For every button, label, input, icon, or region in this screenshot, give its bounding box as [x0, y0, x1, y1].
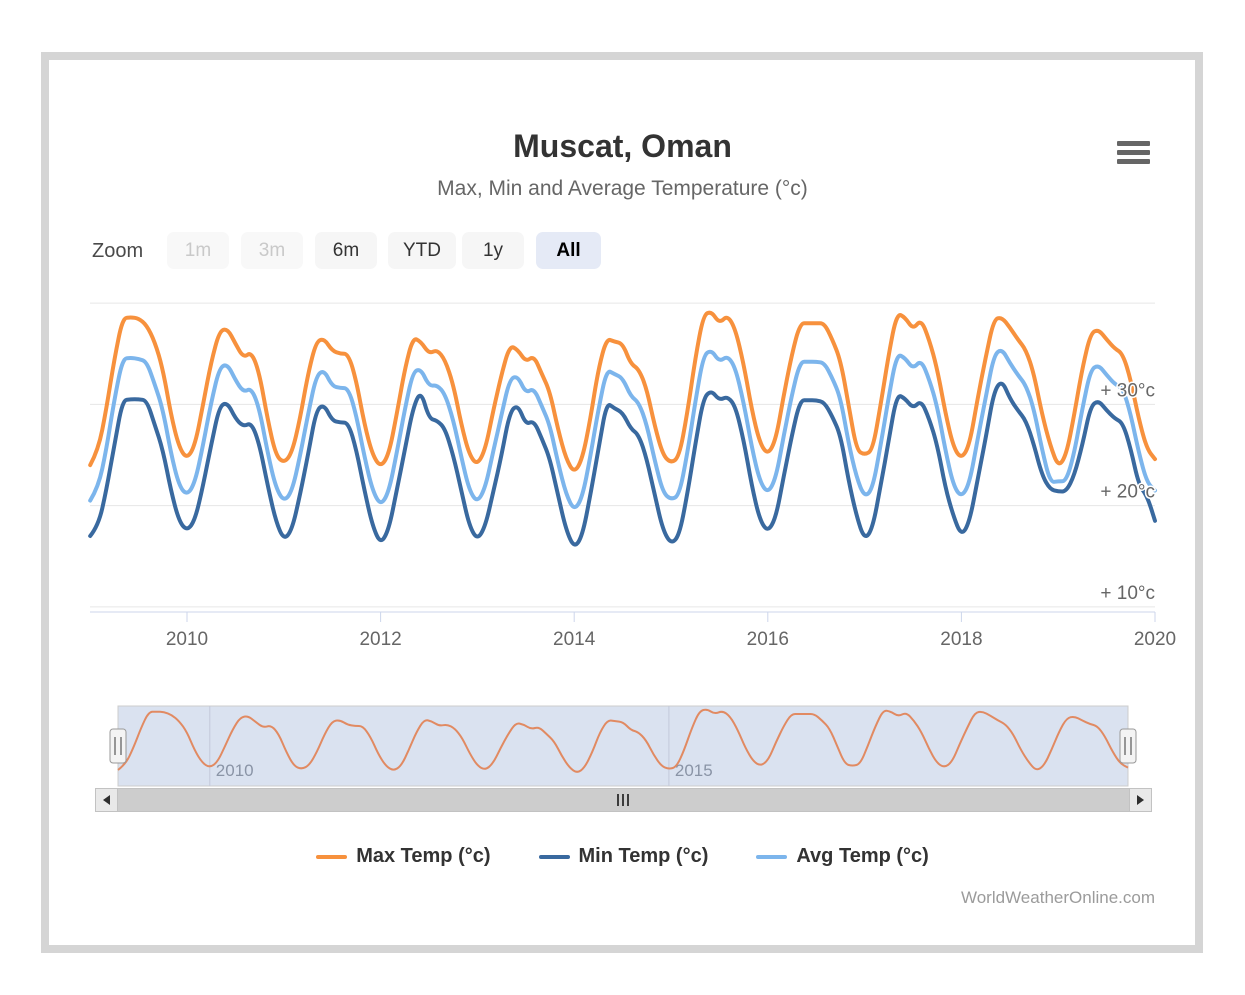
legend-item-max-temp[interactable]: Max Temp (°c) — [316, 845, 491, 868]
range-button-all[interactable]: All — [536, 232, 601, 269]
zoom-label: Zoom — [92, 240, 144, 262]
grip-rivet-icon — [617, 794, 619, 806]
legend-item-min-temp[interactable]: Min Temp (°c) — [538, 845, 709, 868]
range-button-6m[interactable]: 6m — [315, 232, 377, 269]
legend-label-max-temp: Max Temp (°c) — [356, 845, 491, 867]
credits-link[interactable]: WorldWeatherOnline.com — [960, 888, 1155, 907]
legend-marker-min-temp — [538, 854, 570, 859]
menu-bar-icon — [1117, 141, 1150, 146]
range-button-1y[interactable]: 1y — [462, 232, 524, 269]
series-max-temp[interactable] — [88, 310, 1157, 472]
scrollbar-grip[interactable] — [617, 794, 629, 806]
navigator-handle-right[interactable] — [1119, 728, 1137, 764]
arrow-right-icon — [1137, 795, 1144, 805]
series-min-temp[interactable] — [88, 381, 1157, 547]
range-button-1m[interactable]: 1m — [167, 232, 229, 269]
chart-title: Muscat, Oman — [513, 128, 732, 164]
legend-label-avg-temp: Avg Temp (°c) — [796, 845, 929, 867]
grip-rivet-icon — [622, 794, 624, 806]
arrow-left-icon — [103, 795, 110, 805]
legend: Max Temp (°c) Min Temp (°c) Avg Temp (°c… — [45, 845, 1200, 868]
legend-label-min-temp: Min Temp (°c) — [578, 845, 709, 867]
context-menu-button[interactable] — [1117, 141, 1150, 167]
series-avg-temp[interactable] — [88, 348, 1157, 510]
legend-marker-max-temp — [316, 854, 348, 859]
navigator-mask[interactable] — [118, 706, 1128, 786]
scrollbar-left-arrow-button[interactable] — [95, 788, 118, 812]
scrollbar-right-arrow-button[interactable] — [1129, 788, 1152, 812]
legend-marker-avg-temp — [756, 854, 788, 859]
range-button-3m[interactable]: 3m — [241, 232, 303, 269]
grip-rivet-icon — [627, 794, 629, 806]
menu-bar-icon — [1117, 159, 1150, 164]
legend-item-avg-temp[interactable]: Avg Temp (°c) — [756, 845, 929, 868]
navigator-handle-left[interactable] — [109, 728, 127, 764]
range-button-ytd[interactable]: YTD — [388, 232, 456, 269]
chart-subtitle: Max, Min and Average Temperature (°c) — [437, 177, 808, 200]
menu-bar-icon — [1117, 150, 1150, 155]
